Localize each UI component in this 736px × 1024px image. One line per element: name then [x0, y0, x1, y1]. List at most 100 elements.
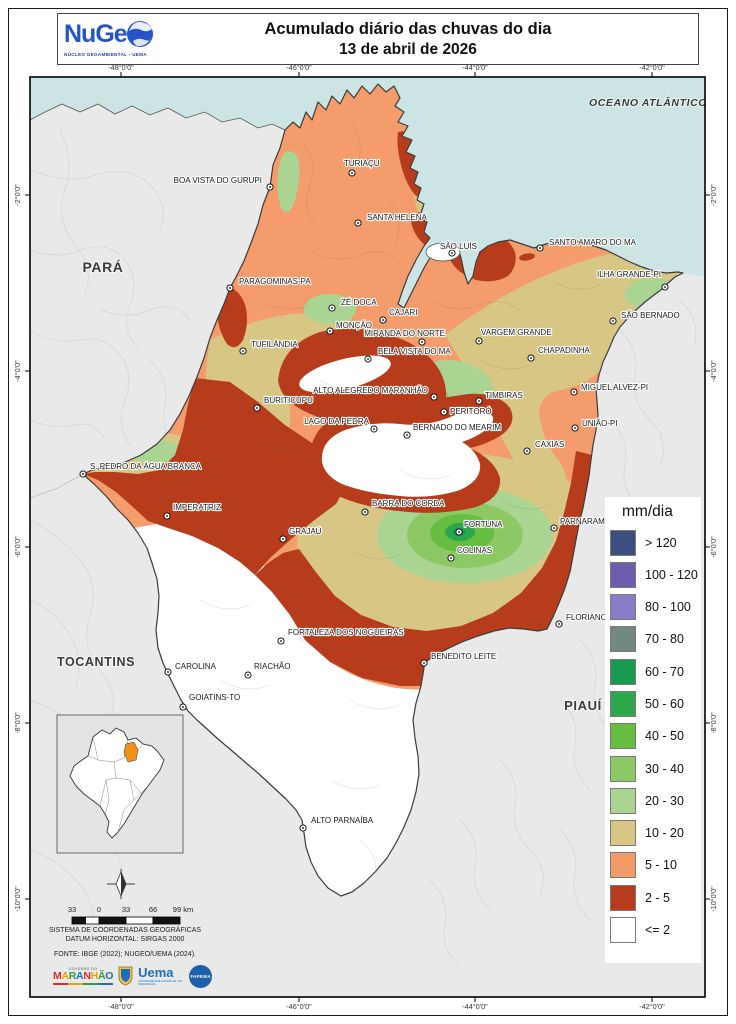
legend-label: > 120 [645, 535, 677, 550]
legend-swatch [610, 723, 636, 750]
city-label: COLINAS [457, 546, 492, 555]
scalebar-label: 0 [97, 905, 101, 914]
longitude-tick-label: -46°0'0" [286, 63, 312, 72]
legend-swatch [610, 884, 636, 911]
legend-label: 40 - 50 [645, 729, 684, 744]
legend-swatch [610, 690, 636, 717]
title-line1: Acumulado diário das chuvas do dia [264, 20, 552, 38]
legend-swatch [610, 755, 636, 782]
latitude-tick-label: -10°0'0" [13, 886, 22, 912]
state-municipal-lines [199, 119, 601, 881]
latitude-tick-label: -6°0'0" [709, 536, 718, 558]
region-label: PIAUÍ [564, 698, 602, 713]
legend-label: 60 - 70 [645, 664, 684, 679]
city-marker: MIRANDA DO NORTE [363, 328, 446, 346]
city-label: PARAGOMINAS-PA [239, 277, 311, 286]
city-marker: BELA VISTA DO MA [364, 346, 453, 363]
city-label: BELA VISTA DO MA [378, 347, 451, 356]
city-marker: COLINAS [447, 545, 493, 562]
city-marker: S. PEDRO DA ÁGUA BRANCA [79, 461, 203, 478]
city-label: MIRANDA DO NORTE [364, 329, 445, 338]
city-marker: SÃO BERNADO [609, 310, 681, 325]
legend-item: 100 - 120 [610, 561, 701, 588]
city-marker: TUFILÂNDIA [239, 339, 299, 355]
legend-item: 40 - 50 [610, 723, 701, 750]
legend-swatch [610, 917, 636, 944]
longitude-tick-label: -42°0'0" [639, 63, 665, 72]
city-label: BERNADO DO MEARIM [413, 423, 501, 432]
inset-maranhao-highlight [123, 741, 139, 763]
region-label: PARÁ [82, 259, 123, 275]
uema-crest-icon [118, 966, 133, 986]
city-label: TIMBIRAS [485, 391, 523, 400]
scalebar-label: 99 km [173, 905, 193, 914]
legend: mm/dia > 120 100 - 120 80 - 100 70 - 80 60 -… [605, 497, 701, 963]
fapema-logo: FAPEMA [189, 964, 213, 988]
legend-label: 50 - 60 [645, 696, 684, 711]
title-line2: 13 de abril de 2026 [339, 40, 477, 58]
city-label: GOIATINS-TO [189, 693, 240, 702]
city-marker: TIMBIRAS [475, 390, 524, 405]
city-marker: CAJARI [379, 307, 419, 324]
city-marker: PARNARAMA [550, 516, 612, 532]
legend-swatch [610, 787, 636, 814]
map-frame [29, 76, 706, 998]
city-label: ZÉ DOCA [341, 298, 377, 307]
city-label: CAXIAS [535, 440, 564, 449]
legend-item: 10 - 20 [610, 820, 701, 847]
header: NuGe NÚCLEO GEOAMBIENTAL - UEMA Acumulad… [57, 13, 699, 65]
legend-swatch [610, 820, 636, 847]
city-label: FORTALEZA DOS NOGUEIRAS [288, 628, 404, 637]
city-label: BOA VISTA DO GURUPI [174, 176, 262, 185]
city-label: ALTO PARNAÍBA [311, 816, 374, 825]
latitude-tick-label: -8°0'0" [709, 712, 718, 734]
legend-swatch [610, 561, 636, 588]
longitude-tick-label: -46°0'0" [286, 1002, 312, 1011]
city-label: VARGEM GRANDE [481, 328, 552, 337]
city-label: CAJARI [389, 308, 417, 317]
city-marker: BOA VISTA DO GURUPI [173, 175, 274, 191]
uema-logo: Uema UNIVERSIDADE ESTADUAL DO MARANHÃO [138, 966, 184, 986]
legend-label: 2 - 5 [645, 890, 671, 905]
city-label: S. PEDRO DA ÁGUA BRANCA [90, 462, 202, 471]
legend-label: <= 2 [645, 923, 671, 938]
legend-label: 70 - 80 [645, 632, 684, 647]
city-marker: FORTALEZA DOS NOGUEIRAS [277, 627, 405, 645]
latitude-tick-label: -2°0'0" [13, 184, 22, 206]
longitude-tick-label: -44°0'0" [462, 63, 488, 72]
city-marker: MONÇÃO [326, 320, 373, 335]
city-marker: ILHA GRANDE-PI [596, 269, 669, 291]
city-marker: IMPERATRIZ [163, 502, 222, 520]
longitude-tick-label: -42°0'0" [639, 1002, 665, 1011]
legend-title: mm/dia [622, 503, 673, 520]
legend-swatch [610, 529, 636, 556]
city-marker: PERITORÓ [440, 406, 493, 417]
city-marker: FORTUNA [455, 519, 504, 536]
source-note: FONTE: IBGE (2022); NUGEO/UEMA (2024). [54, 951, 196, 958]
legend-item: 5 - 10 [610, 852, 701, 879]
para-tocantins-border [30, 473, 84, 499]
longitude-tick-label: -48°0'0" [108, 1002, 134, 1011]
legend-label: 100 - 120 [645, 567, 698, 582]
legend-item: 2 - 5 [610, 884, 701, 911]
scale-bar [71, 916, 181, 925]
legend-item: 20 - 30 [610, 787, 701, 814]
legend-swatch [610, 658, 636, 685]
legend-item: 80 - 100 [610, 594, 701, 621]
city-marker: GOIATINS-TO [179, 692, 241, 711]
credits-line2: DATUM HORIZONTAL: SIRGAS 2000 [65, 936, 185, 944]
legend-label: 30 - 40 [645, 761, 684, 776]
legend-label: 10 - 20 [645, 826, 684, 841]
city-marker: SÃO LUÍS [439, 241, 478, 257]
city-label: PARNARAMA [560, 517, 611, 526]
city-label: LAGO DA PEDRA [304, 417, 370, 426]
city-marker: ALTO ALEGREDO MARANHÃO [312, 385, 438, 401]
city-marker: CAXIAS [523, 439, 565, 455]
latitude-tick-label: -6°0'0" [13, 536, 22, 558]
city-label: SÃO BERNADO [621, 311, 680, 320]
longitude-tick-label: -48°0'0" [108, 63, 134, 72]
coastline [30, 103, 286, 131]
city-label: PERITORÓ [450, 407, 492, 416]
city-label: SANTA HELENA [367, 213, 428, 222]
